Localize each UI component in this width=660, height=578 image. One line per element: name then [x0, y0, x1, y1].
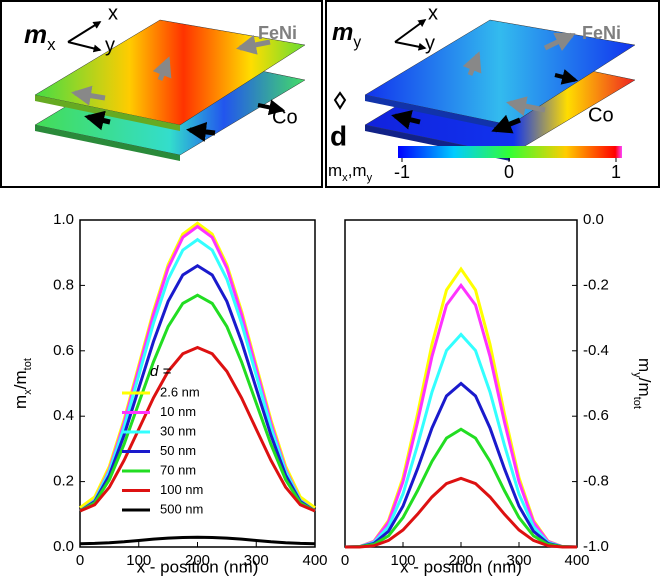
x-axis-label: x - position (nm)	[137, 557, 259, 576]
spacing-label: d	[330, 120, 347, 151]
data-line	[79, 264, 316, 513]
x-tick-label: 200	[185, 552, 210, 569]
data-line	[344, 381, 578, 549]
y-tick-label: -1.0	[583, 538, 609, 555]
plates-right	[333, 19, 636, 161]
layer-label: FeNi	[258, 23, 297, 43]
colorbar-label-part: x	[342, 172, 348, 184]
legend-label: 10 nm	[160, 404, 196, 419]
panel-frame	[325, 0, 660, 188]
x-tick-label: 200	[448, 552, 473, 569]
axis-label: y	[425, 32, 435, 54]
x-tick-label: 300	[506, 552, 531, 569]
x-tick-label: 400	[302, 552, 327, 569]
x-tick-label: 100	[126, 552, 151, 569]
y-axis-label-part: x	[22, 389, 34, 395]
data-line	[79, 345, 316, 513]
colorbar-label-part: y	[367, 172, 373, 184]
panel-label-part: x	[47, 35, 56, 54]
panel-label-part: m	[332, 19, 353, 46]
y-axis-label: mx/mtot	[11, 358, 33, 409]
axis-label: x	[108, 2, 118, 24]
y-tick-label: 0.6	[53, 342, 74, 359]
legend-title-text: d =	[150, 363, 172, 380]
x-tick-label: 0	[76, 552, 84, 569]
y-tick-label: 0.0	[53, 538, 74, 555]
colorbar-label: mx,my	[328, 161, 373, 183]
axis-label: y	[105, 34, 115, 56]
data-line	[79, 293, 316, 513]
panel-label-part: m	[24, 19, 47, 49]
y-tick-label: -0.6	[583, 407, 609, 424]
data-line	[79, 237, 316, 513]
x-tick-label: 0	[341, 552, 349, 569]
legend-label: 500 nm	[160, 501, 203, 516]
y-tick-label: -0.8	[583, 473, 609, 490]
legend-label: 70 nm	[160, 462, 196, 477]
y-tick-label: 1.0	[53, 211, 74, 228]
layer-label: Co	[588, 104, 614, 126]
data-line	[79, 535, 316, 546]
y-axis-label-part: /m	[11, 370, 30, 389]
y-tick-label: -0.2	[583, 276, 609, 293]
colorbar-tick-label: 0	[504, 162, 514, 182]
y-axis-label: my/mtot	[631, 358, 653, 409]
legend-label: 2.6 nm	[160, 384, 200, 399]
x-tick-label: 300	[244, 552, 269, 569]
layer-label: Co	[272, 106, 298, 128]
plates-left	[34, 19, 306, 161]
y-axis-label-part: /m	[635, 378, 654, 397]
x-axis-label: x - position (nm)	[400, 557, 522, 576]
y-axis-label-part: y	[631, 372, 643, 378]
colorbar	[398, 146, 622, 158]
colorbar-tick-label: -1	[394, 162, 410, 182]
panel-label-part: y	[353, 34, 361, 51]
y-axis-label-part: m	[635, 358, 654, 372]
colorbar-label-part: m	[328, 161, 342, 180]
y-tick-label: 0.8	[53, 276, 74, 293]
colorbar-label-part: ,m	[348, 161, 367, 180]
panel-label: mx	[24, 19, 56, 54]
legend-title: d =	[150, 363, 172, 380]
data-line	[344, 266, 578, 549]
colorbar-tick-label: 1	[611, 162, 621, 182]
data-line	[345, 476, 577, 549]
axis-label: x	[428, 2, 438, 24]
panel-label: my	[332, 19, 361, 50]
legend-label: 50 nm	[160, 443, 196, 458]
data-line	[344, 332, 578, 549]
y-axis-label-part: tot	[22, 358, 34, 370]
y-tick-label: 0.2	[53, 473, 74, 490]
y-axis-label-part: tot	[631, 397, 643, 409]
panel-frame	[0, 0, 323, 188]
y-axis-label-part: m	[11, 395, 30, 409]
x-tick-label: 400	[564, 552, 589, 569]
data-line	[344, 427, 578, 549]
y-tick-label: 0.4	[53, 407, 74, 424]
legend-label: 100 nm	[160, 482, 203, 497]
y-tick-label: 0.0	[583, 211, 604, 228]
data-line	[344, 282, 578, 549]
layer-label: FeNi	[582, 23, 621, 43]
legend-label: 30 nm	[160, 423, 196, 438]
x-tick-label: 100	[390, 552, 415, 569]
y-tick-label: -0.4	[583, 342, 609, 359]
